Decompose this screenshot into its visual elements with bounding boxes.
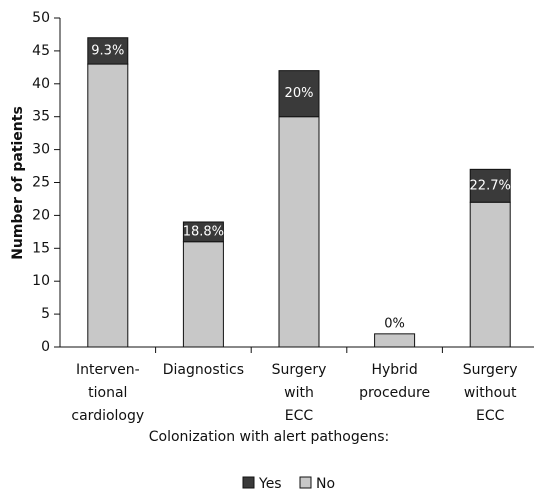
bar-segment: [374, 333, 416, 348]
y-tick-label: 15: [32, 240, 50, 256]
y-tick-label: 30: [32, 142, 50, 158]
x-tick-label: without: [464, 385, 517, 401]
bar-segment: [469, 168, 511, 203]
y-axis-label: Number of patients: [10, 106, 26, 260]
bar-segment: [469, 201, 511, 348]
legend-label: No: [316, 476, 335, 490]
bar-annotation: 20%: [285, 86, 314, 101]
y-tick-label: 0: [41, 339, 50, 355]
x-tick-label: Interven-: [76, 362, 140, 378]
x-tick-label: tional: [88, 385, 127, 401]
bar-annotation: 18.8%: [183, 224, 224, 239]
x-tick-label: procedure: [359, 385, 430, 401]
bar-annotation: 0%: [384, 316, 405, 331]
y-tick-label: 25: [32, 175, 50, 191]
y-tick-label: 20: [32, 207, 50, 223]
x-tick-label: Surgery: [463, 362, 518, 378]
x-tick-label: cardiology: [71, 408, 144, 424]
bar-annotation: 9.3%: [91, 43, 124, 58]
y-tick-label: 35: [32, 109, 50, 125]
x-tick-label: ECC: [285, 408, 314, 424]
y-tick-label: 45: [32, 43, 50, 59]
y-tick-label: 50: [32, 10, 50, 26]
legend-swatch: [242, 476, 255, 489]
bar-segment: [278, 70, 320, 118]
bar-segment: [87, 37, 129, 65]
bar-annotation: 22.7%: [470, 178, 511, 193]
bar-segment: [182, 241, 224, 348]
legend-title: Colonization with alert pathogens:: [149, 429, 389, 445]
x-tick-label: Hybrid: [371, 362, 417, 378]
x-tick-label: with: [284, 385, 314, 401]
bar-segment: [278, 116, 320, 348]
x-tick-label: Surgery: [272, 362, 327, 378]
bar-segment: [87, 63, 129, 348]
x-tick-label: ECC: [476, 408, 505, 424]
legend-label: Yes: [258, 476, 282, 490]
legend-swatch: [299, 476, 312, 489]
y-tick-label: 5: [41, 306, 50, 322]
y-tick-label: 40: [32, 76, 50, 92]
x-tick-label: Diagnostics: [163, 362, 244, 378]
bar-segment: [182, 221, 224, 243]
y-tick-label: 10: [32, 273, 50, 289]
